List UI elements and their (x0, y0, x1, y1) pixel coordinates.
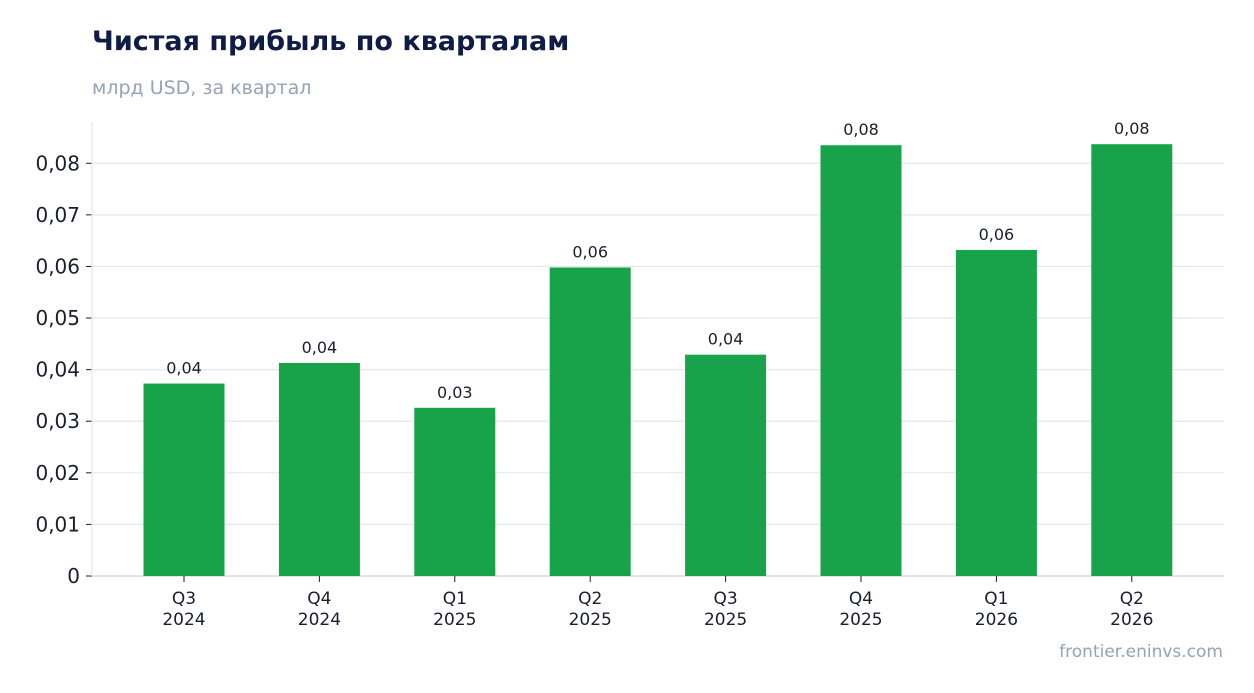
data-label: 0,04 (302, 338, 338, 357)
x-tick-label: Q4 2024 (298, 589, 341, 630)
data-label: 0,08 (1114, 119, 1150, 138)
y-tick-label: 0,03 (35, 409, 80, 433)
bar (414, 407, 496, 576)
y-tick-label: 0,05 (35, 306, 80, 330)
x-tick-label: Q2 2026 (1110, 589, 1153, 630)
x-tick-label: Q4 2025 (839, 589, 882, 630)
x-tick-label: Q3 2025 (704, 589, 747, 630)
bar (685, 354, 767, 576)
x-tick-year: 2025 (839, 610, 882, 630)
x-tick-label: Q1 2025 (433, 589, 476, 630)
bar (955, 249, 1037, 577)
bars (143, 144, 1173, 577)
y-tick-label: 0 (67, 564, 80, 588)
axes (86, 122, 1224, 582)
bar (820, 145, 902, 576)
y-tick-label: 0,02 (35, 461, 80, 485)
bar (278, 362, 360, 576)
x-tick-year: 2024 (162, 610, 205, 630)
x-tick-quarter: Q3 (713, 589, 737, 609)
bar (143, 383, 225, 576)
x-tick-year: 2026 (1110, 610, 1153, 630)
bar (549, 267, 631, 576)
x-tick-quarter: Q2 (1120, 589, 1144, 609)
y-tick-label: 0,08 (35, 151, 80, 175)
data-label: 0,06 (572, 242, 608, 261)
x-tick-quarter: Q2 (578, 589, 602, 609)
x-tick-quarter: Q4 (849, 589, 873, 609)
data-label: 0,04 (708, 330, 744, 349)
x-tick-quarter: Q4 (307, 589, 331, 609)
y-tick-label: 0,06 (35, 254, 80, 278)
x-tick-quarter: Q3 (172, 589, 196, 609)
x-tick-year: 2026 (975, 610, 1018, 630)
data-label: 0,08 (843, 120, 879, 139)
y-tick-labels: 0 0,01 0,02 0,03 0,04 0,05 0,06 0,07 0,08 (35, 151, 80, 588)
grid-lines (92, 162, 1224, 526)
x-tick-year: 2025 (433, 610, 476, 630)
y-tick-label: 0,01 (35, 512, 80, 536)
x-tick-label: Q2 2025 (569, 589, 612, 630)
x-tick-quarter: Q1 (984, 589, 1008, 609)
y-tick-label: 0,07 (35, 203, 80, 227)
x-tick-quarter: Q1 (443, 589, 467, 609)
chart-subtitle: млрд USD, за квартал (92, 77, 312, 99)
x-tick-year: 2024 (298, 610, 341, 630)
x-tick-label: Q1 2026 (975, 589, 1018, 630)
data-label: 0,03 (437, 383, 473, 402)
data-label: 0,04 (166, 359, 202, 378)
x-tick-year: 2025 (704, 610, 747, 630)
x-tick-year: 2025 (569, 610, 612, 630)
y-tick-label: 0,04 (35, 358, 80, 382)
data-labels: 0,04 0,04 0,03 0,06 0,04 0,08 0,06 0,08 (166, 119, 1149, 402)
source-credit: frontier.eninvs.com (1059, 642, 1223, 662)
x-tick-label: Q3 2024 (162, 589, 205, 630)
chart-title: Чистая прибыль по кварталам (92, 26, 570, 57)
bar (1091, 144, 1173, 577)
data-label: 0,06 (979, 225, 1015, 244)
